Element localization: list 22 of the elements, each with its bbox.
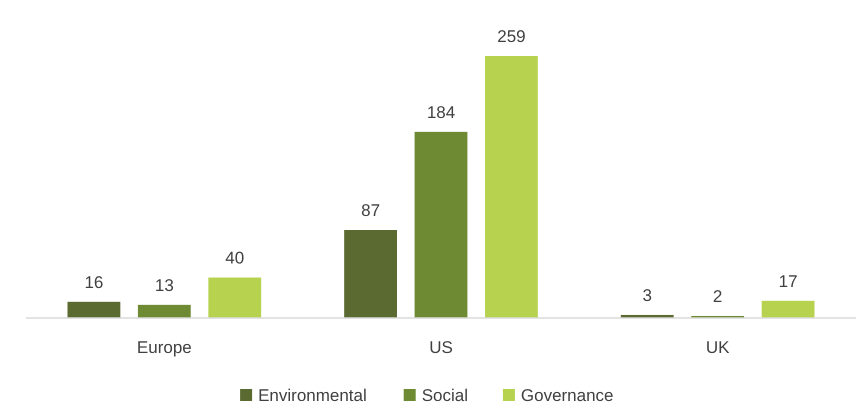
bar (68, 302, 120, 318)
data-label: 184 (426, 102, 456, 122)
legend-label: Governance (520, 386, 614, 403)
x-tick-label: Europe (136, 338, 192, 357)
bar (762, 300, 814, 318)
data-label: 2 (712, 286, 722, 306)
bar (485, 56, 538, 318)
x-tick-label: US (429, 338, 453, 357)
data-label: 17 (778, 272, 798, 291)
bar (138, 304, 191, 318)
data-label: 3 (642, 286, 652, 305)
x-tick-label: UK (706, 338, 730, 357)
legend-label: Social (422, 386, 468, 403)
data-label: 87 (361, 200, 380, 220)
bar (208, 278, 262, 318)
data-label: 40 (225, 248, 244, 268)
bar (414, 132, 468, 318)
data-label: 16 (84, 272, 104, 292)
bar (344, 230, 397, 318)
data-label: 259 (497, 27, 526, 46)
data-label: 13 (154, 276, 174, 295)
legend-label: Environmental (258, 386, 367, 403)
